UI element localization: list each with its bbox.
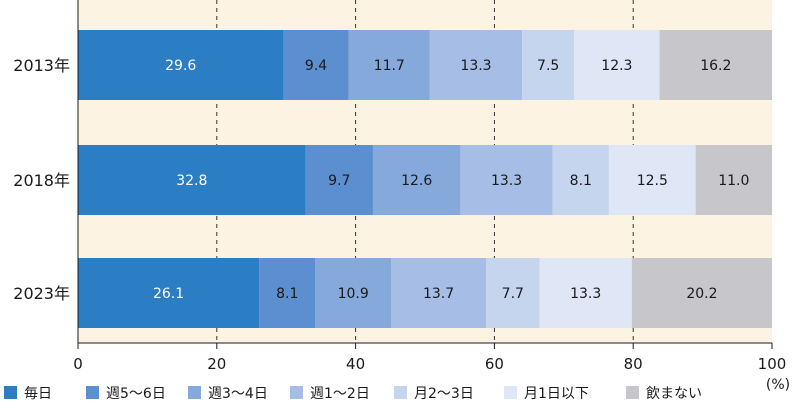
data-label: 20.2 (686, 286, 717, 302)
bar-segment (522, 30, 575, 100)
bar-segment (429, 30, 523, 100)
legend-swatch (86, 386, 99, 399)
data-label: 7.7 (502, 286, 524, 302)
data-label: 16.2 (700, 58, 731, 74)
bar-segment (460, 145, 553, 215)
data-label: 13.3 (491, 173, 522, 189)
category-label: 2013年 (13, 56, 70, 75)
bar-segment (78, 258, 260, 328)
data-label: 11.0 (718, 173, 749, 189)
x-tick-label: 0 (73, 355, 83, 373)
bar-segment (574, 30, 660, 100)
legend-label: 月2～3日 (414, 386, 474, 402)
bar-segment (486, 258, 540, 328)
category-label: 2023年 (13, 284, 70, 303)
data-label: 9.7 (328, 173, 350, 189)
legend-swatch (504, 386, 517, 399)
legend-swatch (626, 386, 639, 399)
data-label: 8.1 (570, 173, 592, 189)
bar-segment (315, 258, 391, 328)
x-tick-label: 40 (346, 355, 365, 373)
legend-swatch (4, 386, 17, 399)
data-label: 12.3 (601, 58, 632, 74)
data-label: 8.1 (276, 286, 298, 302)
data-label: 12.6 (401, 173, 432, 189)
legend-label: 飲まない (646, 386, 702, 402)
bar-segment (78, 30, 284, 100)
data-label: 29.6 (165, 58, 196, 74)
bar-segment (608, 145, 696, 215)
bar-segment (695, 145, 772, 215)
bar-segment (305, 145, 373, 215)
x-unit-label: (%) (766, 377, 790, 393)
data-label: 12.5 (637, 173, 668, 189)
data-label: 26.1 (153, 286, 184, 302)
data-label: 13.7 (423, 286, 454, 302)
legend-label: 週5～6日 (106, 386, 166, 402)
bar-segment (539, 258, 632, 328)
data-label: 9.4 (305, 58, 327, 74)
bar-segment (259, 258, 316, 328)
bar-segment (659, 30, 772, 100)
x-tick-label: 80 (624, 355, 643, 373)
data-label: 11.7 (374, 58, 405, 74)
bar-segment (552, 145, 609, 215)
x-tick-label: 20 (207, 355, 226, 373)
bar-segment (372, 145, 461, 215)
bar-segment (631, 258, 772, 328)
data-label: 13.3 (460, 58, 491, 74)
legend-label: 毎日 (24, 386, 52, 402)
legend-swatch (188, 386, 201, 399)
bar-segment (390, 258, 487, 328)
bar-segment (348, 30, 430, 100)
legend-label: 月1日以下 (524, 386, 589, 402)
bar-segment (283, 30, 349, 100)
legend-label: 週1～2日 (310, 386, 370, 402)
legend-label: 週3～4日 (208, 386, 268, 402)
x-tick-label: 100 (758, 355, 787, 373)
data-label: 13.3 (570, 286, 601, 302)
data-label: 32.8 (176, 173, 207, 189)
legend-swatch (290, 386, 303, 399)
x-tick-label: 60 (485, 355, 504, 373)
data-label: 7.5 (537, 58, 559, 74)
bar-segment (78, 145, 306, 215)
data-label: 10.9 (338, 286, 369, 302)
category-label: 2018年 (13, 171, 70, 190)
legend-swatch (394, 386, 407, 399)
